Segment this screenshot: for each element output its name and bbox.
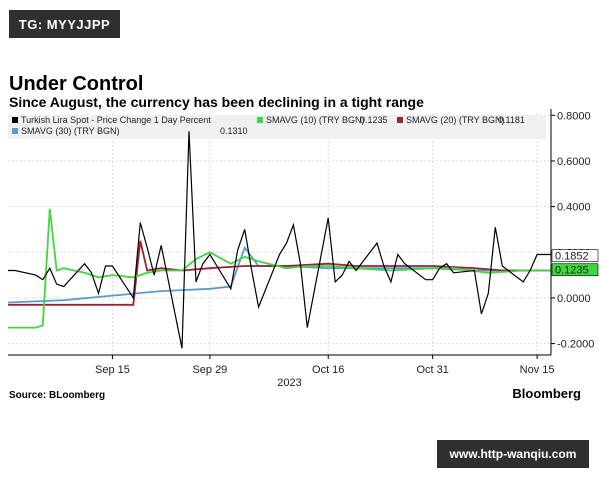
legend-value: 0.1310 (220, 126, 248, 136)
y-tick-label: 0.6000 (557, 156, 591, 168)
legend-swatch (397, 117, 403, 123)
legend-background (8, 115, 546, 139)
series-layer (7, 131, 551, 349)
legend-label: Turkish Lira Spot - Price Change 1 Day P… (21, 115, 211, 125)
series-line (8, 131, 551, 349)
series-line (8, 208, 551, 329)
source-note: Source: BLoomberg (9, 390, 106, 401)
x-tick-label: Sep 29 (192, 364, 227, 376)
chart-subtitle: Since August, the currency has been decl… (9, 94, 424, 110)
y-tick-label: 0.0000 (557, 293, 591, 305)
x-tick-label: Sep 15 (95, 364, 130, 376)
end-label: 0.1235 (555, 265, 589, 277)
x-axis-label: 2023 (277, 377, 301, 389)
brand-logo: Bloomberg (512, 386, 581, 401)
series-line (8, 240, 551, 306)
chart-legend: Turkish Lira Spot - Price Change 1 Day P… (8, 115, 546, 139)
legend-swatch (257, 117, 263, 123)
x-tick-label: Oct 31 (416, 364, 448, 376)
axis-layer: 0.80000.60000.40000.20000.0000-0.2000Sep… (8, 109, 599, 389)
legend-value: 0.1235 (360, 115, 388, 125)
legend-value: 0.1181 (498, 115, 525, 125)
legend-swatch (12, 117, 18, 123)
x-tick-label: Nov 15 (520, 364, 555, 376)
y-tick-label: -0.2000 (557, 339, 594, 351)
legend-label: SMAVG (20) (TRY BGN) (406, 115, 505, 125)
watermark-bottom: www.http-wanqiu.com (437, 440, 589, 468)
y-tick-label: 0.4000 (557, 202, 591, 214)
legend-label: SMAVG (10) (TRY BGN) (266, 115, 365, 125)
x-tick-label: Oct 16 (312, 364, 344, 376)
end-label: 0.1852 (555, 251, 589, 263)
y-tick-label: 0.8000 (557, 110, 591, 122)
legend-label: SMAVG (30) (TRY BGN) (21, 126, 120, 136)
end-label-box (551, 263, 599, 277)
end-label-box (551, 249, 599, 262)
legend-swatch (12, 128, 18, 134)
grid-layer (8, 113, 551, 355)
chart-title: Under Control (9, 73, 144, 95)
watermark-top: TG: MYYJJPP (9, 10, 120, 38)
